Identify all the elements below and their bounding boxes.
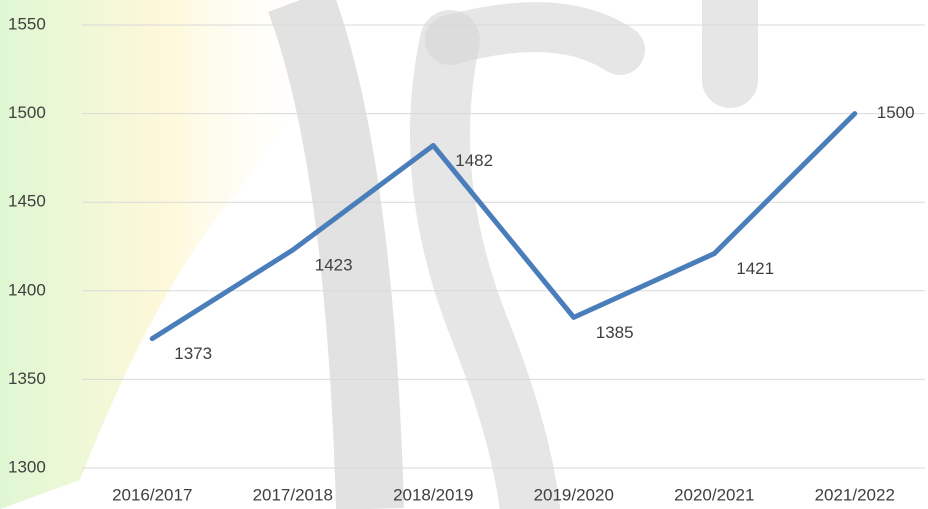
data-label: 1385 bbox=[596, 323, 634, 342]
x-tick-label: 2016/2017 bbox=[112, 485, 192, 504]
y-tick-label: 1400 bbox=[8, 280, 46, 299]
y-tick-label: 1450 bbox=[8, 192, 46, 211]
data-label: 1423 bbox=[315, 256, 353, 275]
watermark bbox=[0, 0, 730, 509]
data-label: 1421 bbox=[736, 259, 774, 278]
x-tick-label: 2018/2019 bbox=[393, 485, 473, 504]
data-label: 1500 bbox=[877, 103, 915, 122]
page: {"chart_data": {"type": "line", "categor… bbox=[0, 0, 928, 509]
x-tick-label: 2019/2020 bbox=[534, 485, 614, 504]
y-tick-label: 1550 bbox=[8, 14, 46, 33]
x-tick-label: 2021/2022 bbox=[815, 485, 895, 504]
data-label: 1373 bbox=[174, 344, 212, 363]
chart: 1300 1350 1400 1450 1500 1550 2016/2017 2017/20… bbox=[0, 0, 928, 509]
y-tick-label: 1500 bbox=[8, 103, 46, 122]
x-tick-label: 2020/2021 bbox=[674, 485, 754, 504]
y-tick-label: 1300 bbox=[8, 457, 46, 476]
x-tick-label: 2017/2018 bbox=[253, 485, 333, 504]
y-tick-label: 1350 bbox=[8, 369, 46, 388]
data-label: 1482 bbox=[455, 151, 493, 170]
